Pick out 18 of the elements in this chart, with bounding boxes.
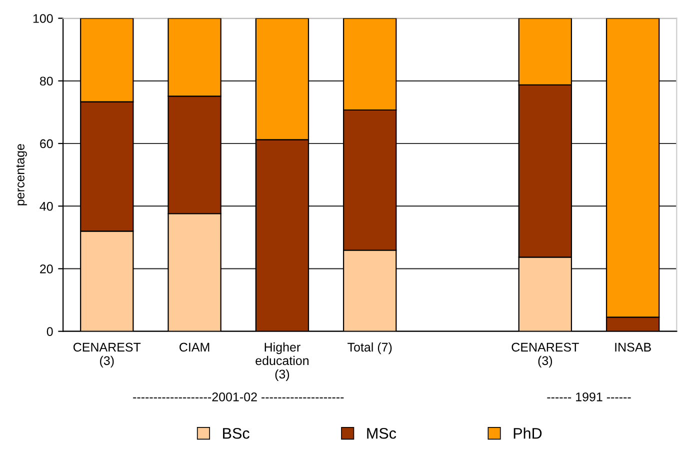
legend-label: BSc xyxy=(223,428,250,439)
x-tick-label: Higher education (3) xyxy=(256,342,308,382)
y-axis-title: percentage xyxy=(16,144,27,206)
x-tick-label: CENAREST (3) xyxy=(73,342,141,368)
x-tick-label: Total (7) xyxy=(348,342,392,354)
text: -------------------2001-02 -------------------- xyxy=(133,392,344,402)
y-tick-label: 80 xyxy=(40,76,53,86)
y-tick-label: 40 xyxy=(40,202,53,211)
y-tick-label: 0 xyxy=(46,327,53,336)
y-tick-label: 60 xyxy=(40,139,53,148)
x-tick-label: CIAM xyxy=(180,342,210,352)
text: ------ 1991 ------ xyxy=(547,392,631,402)
x-tick-label: INSAB xyxy=(615,342,651,352)
y-tick-label: 100 xyxy=(33,14,53,23)
legend-label: PhD xyxy=(514,428,542,439)
y-tick-label: 20 xyxy=(40,264,53,274)
legend-label: MSc xyxy=(367,428,396,439)
x-tick-label: CENAREST (3) xyxy=(512,342,579,368)
